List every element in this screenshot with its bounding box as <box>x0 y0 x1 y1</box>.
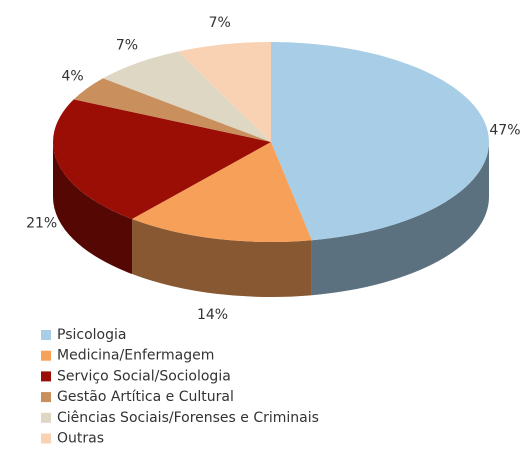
slice-side <box>53 142 133 275</box>
data-label: 4% <box>61 69 83 85</box>
slice-side <box>311 142 489 296</box>
legend-swatch <box>41 412 51 423</box>
legend-swatch <box>41 330 51 340</box>
slice <box>271 42 490 241</box>
legend-swatch <box>41 433 51 444</box>
legend-label: Gestão Artítica e Cultural <box>57 389 234 405</box>
data-label: 7% <box>116 38 138 54</box>
legend-label: Serviço Social/Sociologia <box>57 368 231 384</box>
legend-label: Psicologia <box>57 327 126 343</box>
legend-swatch <box>41 371 51 382</box>
legend-label: Medicina/Enfermagem <box>57 348 214 364</box>
pie-tops <box>53 42 490 242</box>
data-label: 47% <box>489 123 520 139</box>
data-label: 21% <box>26 216 57 232</box>
slice <box>132 142 312 242</box>
data-label: 14% <box>197 307 228 323</box>
slice-side <box>132 219 312 297</box>
data-label: 7% <box>209 15 231 31</box>
slice <box>178 42 271 142</box>
legend-swatch <box>41 350 51 361</box>
legend-swatch <box>41 392 51 403</box>
slice <box>53 99 272 220</box>
legend-label: Ciências Sociais/Forenses e Criminais <box>57 410 319 426</box>
pie-sides <box>53 142 489 297</box>
legend-label: Outras <box>57 431 104 447</box>
slice <box>73 78 271 142</box>
slice <box>103 51 272 142</box>
